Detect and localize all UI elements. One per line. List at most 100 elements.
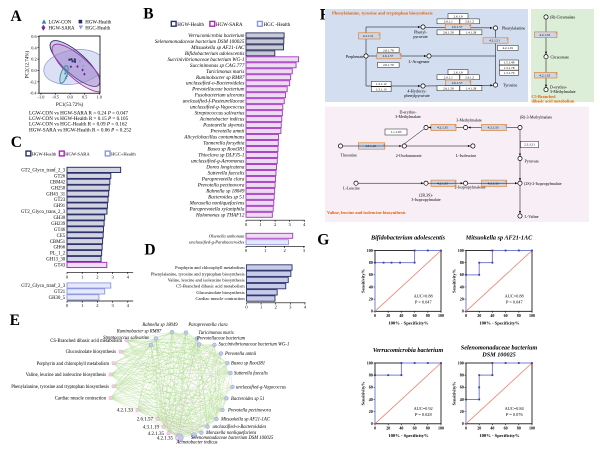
svg-text:GT2_Glyco_tranf_2_3: GT2_Glyco_tranf_2_3 <box>21 169 66 174</box>
svg-text:Succinivibrionaceae bacterium: Succinivibrionaceae bacterium WG-1 <box>167 57 244 63</box>
svg-text:1.4.1.28: 1.4.1.28 <box>466 31 477 35</box>
svg-text:-0.5: -0.5 <box>52 95 59 100</box>
svg-text:PL_1_2: PL_1_2 <box>50 252 66 257</box>
svg-text:LGW-CON vs HGC-Health R = 0.0: LGW-CON vs HGC-Health R = 0.09 P = 0.162 <box>29 122 127 128</box>
svg-text:4.2.1.35: 4.2.1.35 <box>148 432 165 437</box>
svg-text:60: 60 <box>504 425 508 430</box>
svg-text:Mitsuokella sp AF21-1AC: Mitsuokella sp AF21-1AC <box>220 418 271 423</box>
svg-text:Prevotella amnii: Prevotella amnii <box>224 352 257 357</box>
svg-text:B: B <box>143 6 153 23</box>
svg-text:Porphyrin and chlorophyll meta: Porphyrin and chlorophyll metabolism <box>36 362 109 367</box>
svg-text:Valine, leucine and isoleucine: Valine, leucine and isoleucine biosynthe… <box>26 373 106 378</box>
svg-text:1.3.1.12: 1.3.1.12 <box>376 82 387 86</box>
svg-text:40: 40 <box>460 397 464 402</box>
svg-text:7: 7 <box>400 54 402 57</box>
svg-text:Prevotella pectinovora: Prevotella pectinovora <box>197 182 245 188</box>
svg-text:80: 80 <box>460 260 464 265</box>
svg-text:HGW-SARA: HGW-SARA <box>216 23 243 28</box>
svg-text:GH13_30: GH13_30 <box>46 258 66 263</box>
svg-text:1.3.1.13: 1.3.1.13 <box>376 87 387 91</box>
svg-text:4.2.1.91: 4.2.1.91 <box>502 46 513 50</box>
svg-text:L-Arogenate: L-Arogenate <box>409 59 430 64</box>
svg-text:3: 3 <box>289 222 292 227</box>
svg-text:pyruvate: pyruvate <box>413 34 428 39</box>
svg-text:2-Isopropylmaleate: 2-Isopropylmaleate <box>454 185 485 190</box>
svg-text:1.4.1.28: 1.4.1.28 <box>466 86 477 90</box>
svg-text:P = 0.047: P = 0.047 <box>505 300 524 305</box>
svg-text:80: 80 <box>426 313 430 318</box>
svg-text:20: 20 <box>477 313 481 318</box>
svg-text:GH239: GH239 <box>51 222 66 227</box>
svg-text:Moraxella nonliquefaciens: Moraxella nonliquefaciens <box>205 431 257 436</box>
svg-text:Succinimonas sp CAG.777: Succinimonas sp CAG.777 <box>190 63 245 69</box>
svg-text:80: 80 <box>517 313 521 318</box>
svg-text:(2R,3S)-: (2R,3S)- <box>419 193 434 199</box>
svg-text:HGW-Health: HGW-Health <box>177 23 204 28</box>
svg-text:Cardiac muscle contraction: Cardiac muscle contraction <box>55 397 107 402</box>
svg-text:7: 7 <box>469 81 471 84</box>
svg-text:1.0: 1.0 <box>97 95 102 100</box>
svg-text:Mitsuokella sp AF21-1AC: Mitsuokella sp AF21-1AC <box>190 45 245 51</box>
svg-text:GT21: GT21 <box>54 290 66 295</box>
svg-text:unclassified-f-Pasteurellaceae: unclassified-f-Pasteurellaceae <box>183 98 246 105</box>
svg-text:D: D <box>144 242 155 259</box>
svg-text:0: 0 <box>371 309 373 314</box>
svg-text:Sutterella faecalis: Sutterella faecalis <box>234 372 268 377</box>
svg-text:(R)-Citramalate: (R)-Citramalate <box>550 15 576 20</box>
svg-text:20: 20 <box>460 409 464 414</box>
svg-text:80: 80 <box>426 425 430 430</box>
svg-text:Sensitivity%: Sensitivity% <box>452 381 457 405</box>
svg-text:7: 7 <box>455 126 457 129</box>
svg-text:0: 0 <box>465 425 467 430</box>
svg-text:Porphyrin and chlorophyll meta: Porphyrin and chlorophyll metabolism <box>175 265 245 270</box>
svg-text:HGC-Health: HGC-Health <box>85 27 111 32</box>
svg-text:20: 20 <box>386 313 390 318</box>
svg-text:1: 1 <box>264 248 266 253</box>
svg-text:Prevotella pectinovora: Prevotella pectinovora <box>227 409 272 414</box>
svg-text:F: F <box>320 6 329 23</box>
svg-text:HGW-Health: HGW-Health <box>85 21 112 26</box>
svg-text:1: 1 <box>259 222 261 227</box>
svg-text:7: 7 <box>455 181 457 184</box>
svg-text:Prevotella amnii: Prevotella amnii <box>209 129 244 135</box>
svg-text:2: 2 <box>96 303 98 308</box>
svg-text:2: 2 <box>283 248 285 253</box>
svg-text:Buxea sp Root381: Buxea sp Root381 <box>231 362 265 367</box>
svg-text:Bifidobacterium adolescentis: Bifidobacterium adolescentis <box>185 50 245 57</box>
svg-text:P = 0.047: P = 0.047 <box>414 300 433 305</box>
svg-text:3: 3 <box>289 305 292 310</box>
svg-text:0.2: 0.2 <box>31 57 36 62</box>
svg-text:Ruminobacter sp RM87: Ruminobacter sp RM87 <box>195 75 245 81</box>
svg-text:LGW-CON: LGW-CON <box>49 21 72 26</box>
svg-text:60: 60 <box>504 313 508 318</box>
svg-text:Pyruvate: Pyruvate <box>525 158 539 163</box>
svg-text:2.6.1.9: 2.6.1.9 <box>453 14 462 18</box>
svg-text:1: 1 <box>81 274 83 279</box>
svg-text:GH258: GH258 <box>51 186 66 191</box>
svg-text:1.1.1.85: 1.1.1.85 <box>391 130 402 134</box>
svg-text:-0.4: -0.4 <box>30 91 38 96</box>
svg-text:phenylpyruvate: phenylpyruvate <box>404 93 430 98</box>
svg-text:Olsenella umbonata: Olsenella umbonata <box>209 233 245 238</box>
svg-text:0.0: 0.0 <box>67 95 72 100</box>
svg-text:LGW-CON vs HGW-SARA R = 0.24: LGW-CON vs HGW-SARA R = 0.24 P = 0.047 <box>29 111 128 117</box>
svg-text:AUC=0.92: AUC=0.92 <box>414 406 433 411</box>
svg-text:2: 2 <box>275 305 277 310</box>
svg-text:Sensitivity%: Sensitivity% <box>361 269 366 293</box>
svg-text:GT26: GT26 <box>54 174 66 179</box>
svg-text:4-Hydroxy-: 4-Hydroxy- <box>407 88 427 93</box>
svg-text:100% - Specificity%: 100% - Specificity% <box>479 433 520 438</box>
svg-text:Succinivibrionaceae bacterium: Succinivibrionaceae bacterium WG-1 <box>219 343 290 348</box>
svg-text:1.5.1.49: 1.5.1.49 <box>504 61 515 65</box>
svg-text:Rahnella sp 18049: Rahnella sp 18049 <box>141 323 178 328</box>
svg-text:100% - Specificity%: 100% - Specificity% <box>479 320 520 325</box>
svg-text:0: 0 <box>66 274 69 279</box>
svg-text:Tyrosine: Tyrosine <box>503 83 517 88</box>
svg-text:80: 80 <box>369 260 373 265</box>
svg-text:Bacteroides sp 51: Bacteroides sp 51 <box>208 194 244 200</box>
svg-text:AUC=0.88: AUC=0.88 <box>505 294 524 299</box>
svg-text:Halomonas sp THAF12: Halomonas sp THAF12 <box>195 212 245 218</box>
svg-text:Turicimonas muris: Turicimonas muris <box>198 331 233 336</box>
svg-text:(2S)-2-Isopropylmalate: (2S)-2-Isopropylmalate <box>524 181 562 186</box>
svg-text:HGW-SARA: HGW-SARA <box>49 27 76 32</box>
